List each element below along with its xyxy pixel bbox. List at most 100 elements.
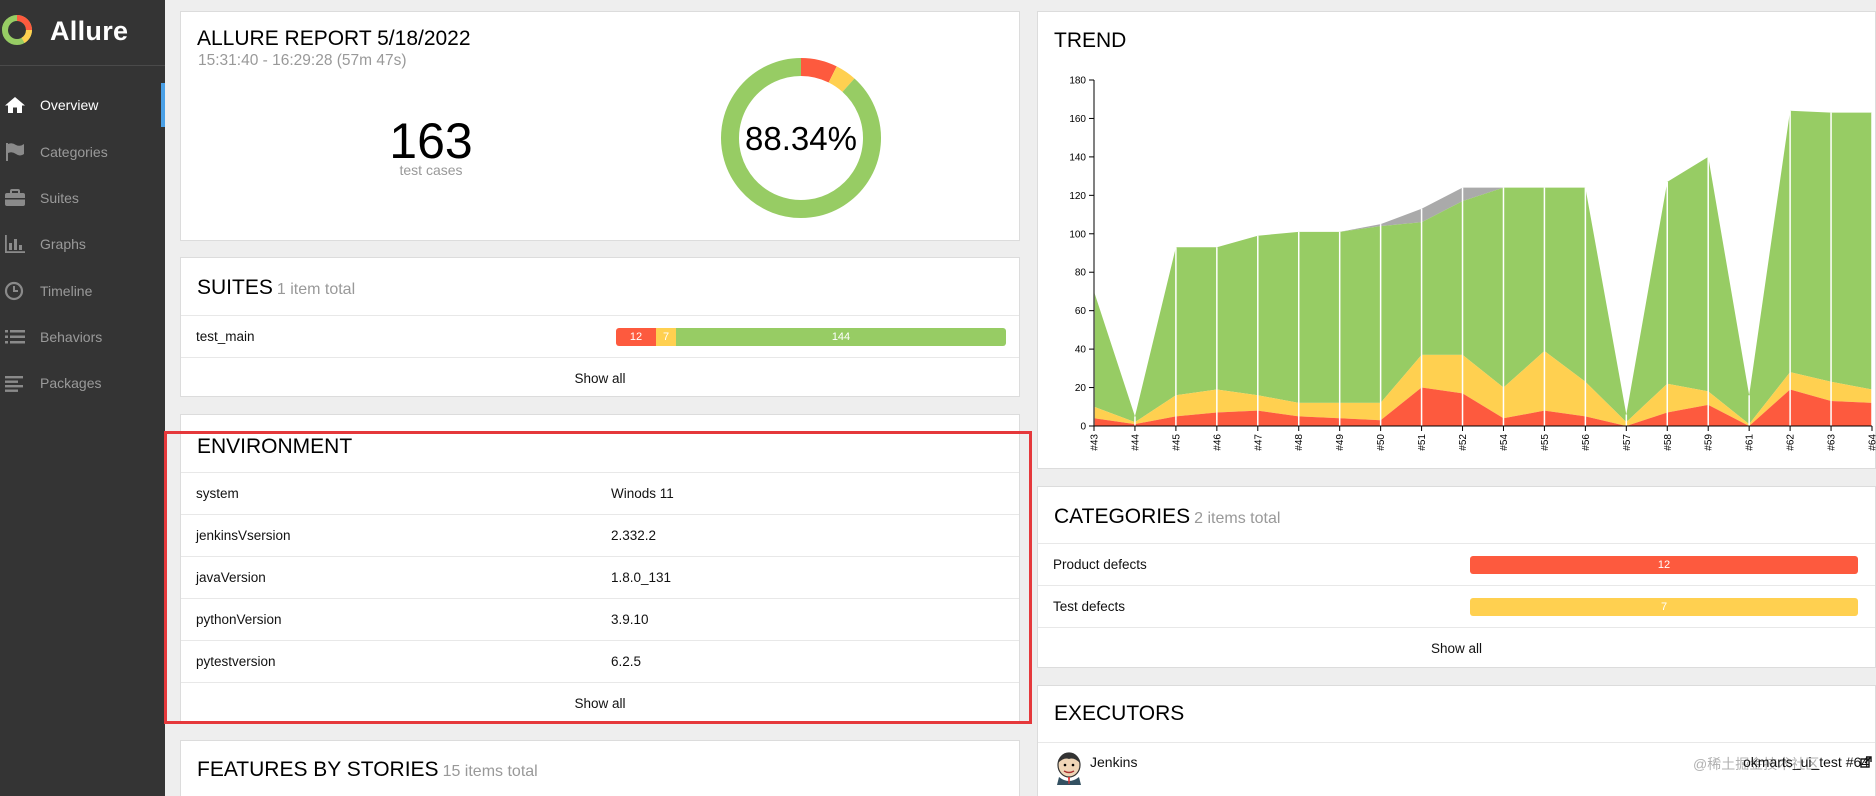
features-widget: FEATURES BY STORIES 15 items total bbox=[180, 740, 1020, 796]
trend-x-tick-label: #43 bbox=[1090, 434, 1101, 451]
suites-title: SUITES 1 item total bbox=[197, 276, 355, 300]
env-name: pytestversion bbox=[196, 654, 276, 669]
env-row: system Winods 11 bbox=[181, 472, 1019, 514]
nav-label-overview: Overview bbox=[40, 97, 99, 113]
trend-x-tick-label: #45 bbox=[1171, 434, 1182, 451]
env-name: pythonVersion bbox=[196, 612, 282, 627]
category-row[interactable]: Test defects 7 bbox=[1038, 585, 1875, 627]
env-name: javaVersion bbox=[196, 570, 266, 585]
trend-y-tick-label: 140 bbox=[1069, 152, 1086, 163]
suite-failed-segment: 12 bbox=[616, 328, 656, 346]
flag-icon bbox=[6, 143, 24, 161]
categories-title-text: CATEGORIES bbox=[1054, 505, 1191, 528]
trend-x-tick-label: #62 bbox=[1786, 434, 1797, 451]
nav-item-timeline[interactable]: Timeline bbox=[0, 269, 165, 313]
trend-chart[interactable]: 0 20 40 60 80 100 120 140 160 180 #43 #44 #45 #46 #47 #… bbox=[1038, 12, 1876, 470]
list-icon bbox=[5, 330, 25, 344]
briefcase-icon bbox=[5, 189, 25, 206]
trend-title: TREND bbox=[1054, 29, 1127, 52]
executor-name: Jenkins bbox=[1090, 754, 1138, 770]
suite-passed-segment: 144 bbox=[676, 328, 1006, 346]
trend-y-tick-label: 20 bbox=[1075, 383, 1087, 394]
trend-x-tick-label: #52 bbox=[1458, 434, 1469, 451]
suites-widget: SUITES 1 item total test_main 12 7 144 Sh… bbox=[180, 257, 1020, 397]
environment-title: ENVIRONMENT bbox=[197, 435, 353, 458]
nav-label-suites: Suites bbox=[40, 190, 79, 206]
report-dates: 15:31:40 - 16:29:28 (57m 47s) bbox=[198, 52, 407, 69]
trend-area-failed[interactable] bbox=[1094, 387, 1872, 426]
executors-title: EXECUTORS bbox=[1054, 702, 1185, 725]
suite-broken-segment: 7 bbox=[656, 328, 676, 346]
env-value: 1.8.0_131 bbox=[611, 570, 672, 585]
features-title-text: FEATURES BY STORIES bbox=[197, 758, 439, 781]
nav-label-timeline: Timeline bbox=[40, 283, 93, 299]
brand[interactable]: Allure bbox=[0, 0, 165, 66]
trend-x-tick-label: #51 bbox=[1417, 434, 1428, 451]
categories-show-all-link[interactable]: Show all bbox=[1430, 641, 1483, 656]
trend-y-tick-label: 0 bbox=[1080, 422, 1086, 433]
external-link-icon[interactable] bbox=[1860, 756, 1872, 768]
jenkins-avatar-icon bbox=[1057, 752, 1081, 785]
success-donut-chart[interactable] bbox=[701, 38, 901, 238]
features-title: FEATURES BY STORIES 15 items total bbox=[197, 758, 538, 782]
categories-show-all-row: Show all bbox=[1038, 627, 1875, 669]
trend-x-tick-label: #46 bbox=[1212, 434, 1223, 451]
bar-chart-icon bbox=[5, 235, 25, 253]
env-show-all-link[interactable]: Show all bbox=[574, 696, 626, 711]
summary-widget: ALLURE REPORT 5/18/2022 15:31:40 - 16:29… bbox=[180, 11, 1020, 241]
nav-item-graphs[interactable]: Graphs bbox=[0, 222, 165, 266]
categories-subtitle: 2 items total bbox=[1194, 510, 1281, 527]
executor-build-link[interactable]: okmarts_ui_test #64 bbox=[1743, 754, 1870, 770]
env-name: system bbox=[196, 486, 239, 501]
categories-widget: CATEGORIES 2 items total Product defects … bbox=[1037, 486, 1876, 668]
donut-segment-passed[interactable] bbox=[721, 58, 881, 218]
trend-x-tick-label: #57 bbox=[1622, 434, 1633, 451]
nav-item-behaviors[interactable]: Behaviors bbox=[0, 315, 165, 359]
home-icon bbox=[5, 97, 25, 113]
suite-row[interactable]: test_main 12 7 144 bbox=[181, 315, 1019, 357]
trend-x-tick-label: #55 bbox=[1540, 434, 1551, 451]
suites-show-all-link[interactable]: Show all bbox=[574, 371, 626, 386]
trend-x-tick-label: #56 bbox=[1581, 434, 1592, 451]
trend-y-tick-label: 160 bbox=[1069, 114, 1086, 125]
nav-item-packages[interactable]: Packages bbox=[0, 361, 165, 405]
trend-area-broken[interactable] bbox=[1094, 351, 1872, 426]
category-row[interactable]: Product defects 12 bbox=[1038, 543, 1875, 585]
test-case-label: test cases bbox=[399, 162, 463, 178]
env-value: 6.2.5 bbox=[611, 654, 642, 669]
donut-segment-failed[interactable] bbox=[800, 58, 837, 83]
env-row: pytestversion 6.2.5 bbox=[181, 640, 1019, 682]
nav-label-categories: Categories bbox=[40, 144, 108, 160]
suites-subtitle: 1 item total bbox=[276, 281, 356, 298]
env-show-all-row: Show all bbox=[181, 682, 1019, 724]
nav-label-behaviors: Behaviors bbox=[40, 329, 103, 345]
env-name: jenkinsVsersion bbox=[196, 528, 291, 543]
suites-show-all-row: Show all bbox=[181, 357, 1019, 399]
nav-item-overview[interactable]: Overview bbox=[0, 83, 165, 127]
success-rate: 88.34% bbox=[745, 120, 857, 157]
trend-y-tick-label: 100 bbox=[1069, 229, 1086, 240]
executor-row[interactable] bbox=[1038, 742, 1875, 796]
category-name: Product defects bbox=[1053, 557, 1147, 572]
trend-x-tick-label: #61 bbox=[1745, 434, 1756, 451]
trend-x-tick-label: #47 bbox=[1253, 434, 1264, 451]
trend-y-tick-label: 40 bbox=[1075, 345, 1087, 356]
suite-name: test_main bbox=[196, 329, 255, 344]
trend-x-tick-label: #50 bbox=[1376, 434, 1387, 451]
nav-label-graphs: Graphs bbox=[40, 236, 86, 252]
app-name: Allure bbox=[50, 16, 129, 46]
env-row: jenkinsVsersion 2.332.2 bbox=[181, 514, 1019, 556]
trend-y-tick-label: 120 bbox=[1069, 191, 1086, 202]
suite-status-bar: 12 7 144 bbox=[616, 328, 1006, 346]
nav-item-categories[interactable]: Categories bbox=[0, 130, 165, 174]
features-subtitle: 15 items total bbox=[442, 763, 538, 780]
align-left-icon bbox=[5, 376, 23, 392]
donut-segment-broken[interactable] bbox=[828, 66, 855, 93]
trend-x-tick-label: #44 bbox=[1130, 434, 1141, 451]
nav-item-suites[interactable]: Suites bbox=[0, 176, 165, 220]
trend-x-tick-label: #49 bbox=[1335, 434, 1346, 451]
report-title: ALLURE REPORT 5/18/2022 bbox=[197, 27, 471, 50]
categories-title: CATEGORIES 2 items total bbox=[1054, 505, 1280, 529]
trend-area-passed[interactable] bbox=[1094, 110, 1872, 425]
allure-logo-icon bbox=[1, 15, 33, 45]
